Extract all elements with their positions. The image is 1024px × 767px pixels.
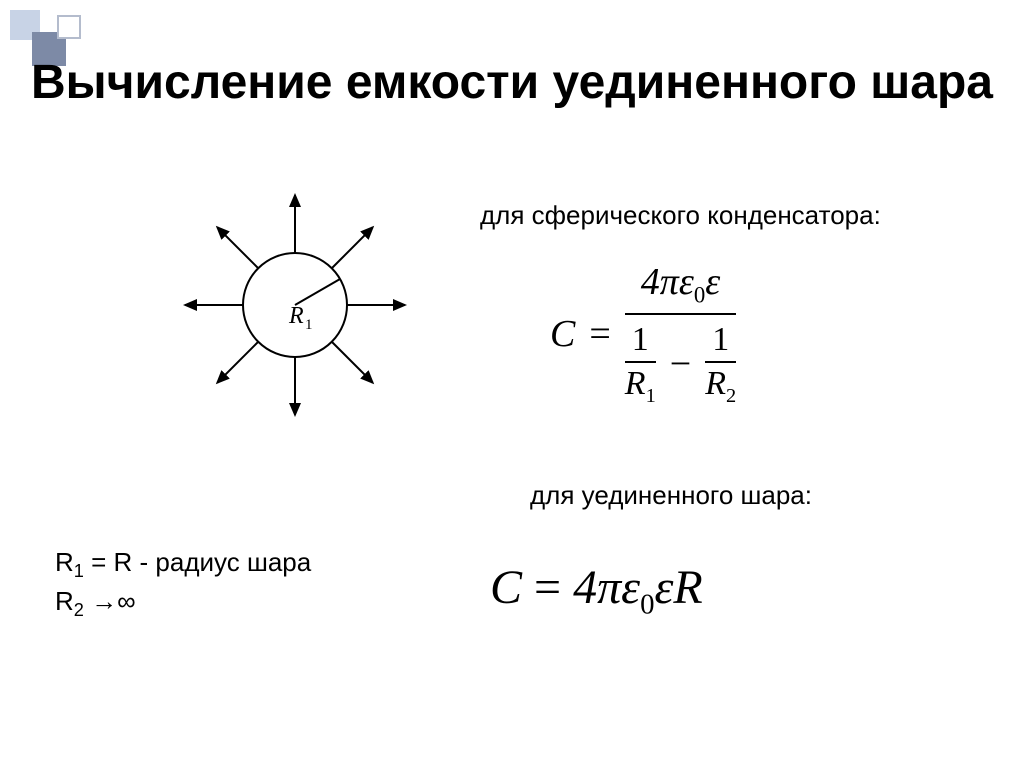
f1-R2-sub: 2 xyxy=(726,384,736,406)
formula-isolated: C = 4πε0εR xyxy=(490,560,703,622)
f1-R2: R2 xyxy=(705,363,736,408)
r2-sub: 2 xyxy=(74,600,84,620)
f1-frac-1R1: 1 R1 xyxy=(625,321,656,408)
radius-line-2: R2 →∞ xyxy=(55,584,311,623)
sphere-svg: R1 xyxy=(180,190,410,420)
svg-text:R: R xyxy=(288,303,304,329)
formula-spherical: C = 4πε0ε 1 R1 − 1 R2 xyxy=(550,260,736,407)
f2-sub0: 0 xyxy=(640,589,654,621)
f1-R2-R: R xyxy=(705,365,726,402)
f1-frac-1R2: 1 R2 xyxy=(705,321,736,408)
corner-sq-2 xyxy=(58,16,80,38)
f1-minus: − xyxy=(670,342,691,386)
f1-num-4pieps: 4πε xyxy=(641,261,694,303)
f2-epsR: εR xyxy=(654,561,702,614)
f1-denominator: 1 R1 − 1 R2 xyxy=(625,315,736,408)
r1-rest: = R - радиус шара xyxy=(84,547,311,577)
r2-rest: →∞ xyxy=(84,586,136,616)
f1-num-eps: ε xyxy=(705,261,720,303)
r1-R: R xyxy=(55,547,74,577)
f2-4pieps: 4πε xyxy=(573,561,640,614)
r2-R: R xyxy=(55,586,74,616)
f1-one-a: 1 xyxy=(628,321,653,361)
sphere-diagram: R1 xyxy=(180,190,410,425)
f1-fraction: 4πε0ε 1 R1 − 1 R2 xyxy=(625,260,736,407)
f1-one-b: 1 xyxy=(708,321,733,361)
radius-definitions: R1 = R - радиус шара R2 →∞ xyxy=(55,545,311,623)
f1-numerator: 4πε0ε xyxy=(631,260,730,313)
f2-C: C xyxy=(490,561,522,614)
f2-eq: = xyxy=(522,561,573,614)
f1-R1: R1 xyxy=(625,363,656,408)
page-title: Вычисление емкости уединенного шара xyxy=(0,55,1024,110)
f1-eq: = xyxy=(589,312,610,356)
f1-num-sub0: 0 xyxy=(694,283,705,308)
f1-C: C xyxy=(550,312,575,356)
f1-R1-sub: 1 xyxy=(646,384,656,406)
radius-line-1: R1 = R - радиус шара xyxy=(55,545,311,584)
label-spherical-capacitor: для сферического конденсатора: xyxy=(480,200,881,231)
label-isolated-sphere: для уединенного шара: xyxy=(530,480,812,511)
f1-R1-R: R xyxy=(625,365,646,402)
r1-sub: 1 xyxy=(74,561,84,581)
svg-text:1: 1 xyxy=(305,317,313,333)
